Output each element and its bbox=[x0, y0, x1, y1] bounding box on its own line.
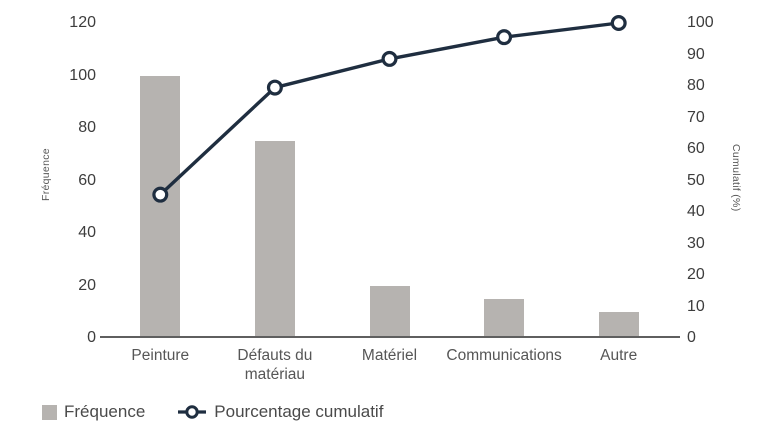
axis-tick-label: 80 bbox=[78, 119, 96, 136]
axis-tick-label: 20 bbox=[687, 266, 705, 283]
axis-tick-label: 30 bbox=[687, 234, 705, 252]
axis-tick-label: 100 bbox=[69, 66, 96, 84]
axis-tick-label: 60 bbox=[78, 171, 96, 189]
axis-tick-label: 70 bbox=[687, 108, 705, 126]
legend-item-pourcentage-cumulatif: Pourcentage cumulatif bbox=[177, 402, 383, 422]
bar-Matériel bbox=[369, 285, 410, 338]
bar-Autre bbox=[598, 311, 639, 338]
legend: Fréquence Pourcentage cumulatif bbox=[42, 402, 383, 422]
axis-tick-label: 120 bbox=[69, 14, 96, 31]
axis-tick-label: 40 bbox=[687, 203, 705, 220]
axis-tick-label: 0 bbox=[687, 329, 696, 346]
category-label: Autre bbox=[600, 347, 638, 364]
axis-tick-label: 40 bbox=[78, 224, 96, 241]
category-label: Matériel bbox=[361, 347, 418, 364]
legend-label-pourcentage-cumulatif: Pourcentage cumulatif bbox=[214, 402, 384, 421]
x-axis-line bbox=[100, 336, 680, 338]
axis-tick-label: 50 bbox=[687, 171, 705, 189]
axis-tick-label: 80 bbox=[687, 77, 705, 94]
bar-swatch-icon bbox=[42, 404, 57, 420]
axis-tick-label: 10 bbox=[687, 297, 705, 315]
legend-label-frequence: Fréquence bbox=[64, 402, 146, 421]
axis-tick-label: 100 bbox=[687, 14, 714, 31]
axis-tick-label: 0 bbox=[87, 329, 96, 346]
legend-item-frequence: Fréquence bbox=[42, 402, 145, 422]
right-axis-title: Cumulatif (%) bbox=[730, 144, 742, 212]
bar-Communications bbox=[484, 298, 525, 338]
line-marker-icon bbox=[178, 405, 207, 419]
right-axis-tick-labels: 0 10 20 30 40 50 60 70 80 90 100 bbox=[687, 0, 747, 439]
axis-tick-label: 90 bbox=[687, 45, 705, 63]
axis-tick-label: 60 bbox=[687, 140, 705, 157]
category-label: Communications bbox=[446, 347, 562, 364]
category-label: Défauts du matériau bbox=[237, 347, 313, 383]
left-axis-tick-labels: 0 20 40 60 80 100 120 bbox=[0, 0, 96, 439]
axis-tick-label: 20 bbox=[78, 276, 96, 294]
category-label: Peinture bbox=[131, 347, 190, 364]
